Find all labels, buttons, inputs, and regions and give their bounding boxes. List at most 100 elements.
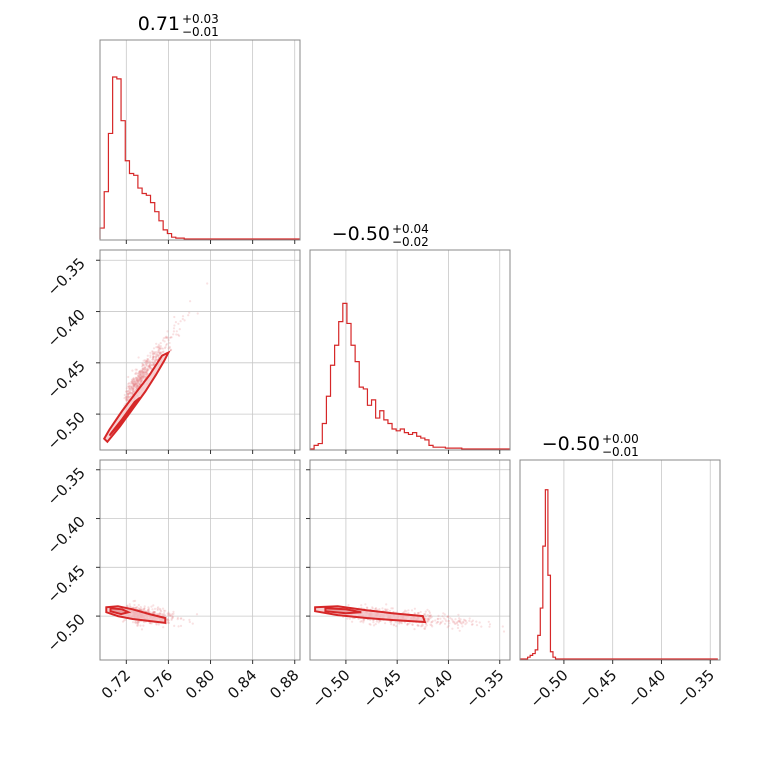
sample-point: [153, 352, 156, 356]
sample-point: [425, 617, 428, 621]
sample-point: [139, 377, 142, 380]
sample-point: [138, 374, 141, 377]
sample-point: [153, 607, 157, 611]
sample-point: [142, 374, 145, 377]
sample-point: [139, 377, 142, 381]
sample-point: [143, 368, 147, 371]
sample-point: [139, 605, 142, 609]
sample-point: [175, 330, 178, 333]
sample-point: [164, 336, 167, 339]
sample-point: [141, 371, 145, 374]
sample-point: [390, 621, 393, 624]
sample-point: [430, 621, 433, 624]
sample-point: [400, 622, 403, 625]
x-tick-label: −0.35: [673, 666, 718, 711]
sample-point: [462, 618, 466, 621]
sample-point: [134, 383, 137, 386]
sample-point: [125, 396, 128, 399]
sample-point: [427, 618, 430, 622]
sample-point: [150, 605, 153, 608]
sample-point: [426, 617, 430, 620]
sample-point: [132, 385, 135, 388]
sample-point: [470, 620, 473, 623]
sample-point: [125, 390, 128, 393]
panel-frame: [309, 459, 511, 661]
sample-point: [459, 620, 462, 623]
sample-point: [157, 606, 160, 609]
sample-point: [152, 347, 156, 350]
sample-point: [135, 622, 138, 625]
sample-point: [136, 380, 139, 384]
sample-point: [164, 346, 167, 349]
sample-point: [136, 378, 139, 381]
sample-point: [126, 390, 129, 393]
sample-point: [450, 618, 453, 621]
sample-point: [145, 371, 148, 374]
sample-point: [147, 607, 150, 610]
sample-point: [125, 397, 128, 400]
sample-point: [136, 385, 139, 388]
sample-point: [142, 376, 146, 379]
sample-point: [168, 346, 171, 349]
sample-point: [176, 618, 179, 621]
sample-point: [166, 618, 169, 621]
sample-point: [158, 351, 161, 354]
sample-point: [468, 619, 471, 623]
sample-point: [459, 618, 462, 621]
sample-point: [168, 614, 171, 617]
sample-point: [139, 377, 142, 380]
sample-point: [133, 384, 136, 387]
sample-point: [135, 371, 138, 374]
sample-point: [135, 368, 138, 371]
sample-point: [131, 387, 134, 390]
sample-point: [134, 606, 137, 609]
sample-point: [138, 382, 141, 386]
sample-point: [143, 371, 146, 374]
sample-point: [144, 372, 147, 376]
sample-point: [447, 615, 450, 618]
sample-point: [166, 330, 169, 333]
sample-point: [426, 608, 429, 611]
sample-point: [134, 383, 137, 386]
sample-point: [140, 377, 143, 380]
sample-point: [369, 623, 372, 626]
sample-point: [369, 618, 372, 622]
sample-point: [178, 328, 181, 331]
sample-point: [153, 351, 156, 354]
sample-point: [425, 624, 428, 627]
sample-point: [378, 608, 381, 611]
sample-point: [152, 352, 155, 355]
sample-point: [133, 390, 136, 393]
sample-point: [501, 625, 504, 628]
sample-point: [165, 335, 168, 338]
sample-point: [136, 382, 139, 385]
sample-point: [471, 623, 474, 626]
sample-point: [137, 622, 140, 626]
sample-point: [131, 380, 134, 383]
sample-point: [126, 399, 129, 402]
sample-point: [153, 611, 156, 614]
histogram-1: [99, 76, 300, 240]
sample-point: [431, 625, 434, 628]
sample-point: [169, 614, 172, 617]
sample-point: [131, 389, 134, 393]
sample-point: [155, 358, 159, 361]
sample-point: [424, 625, 427, 629]
sample-point: [132, 388, 135, 391]
sample-point: [397, 621, 401, 624]
sample-point: [137, 375, 140, 378]
sample-point: [416, 624, 419, 627]
sample-point: [142, 368, 145, 371]
sample-point: [145, 359, 148, 363]
sample-point: [424, 610, 427, 613]
sample-point: [157, 354, 160, 357]
sample-point: [147, 360, 150, 363]
sample-point: [163, 611, 166, 615]
sample-point: [152, 356, 155, 359]
sample-point: [139, 381, 142, 384]
sample-point: [152, 604, 155, 607]
sample-point: [158, 348, 161, 351]
sample-point: [149, 621, 152, 625]
sample-point: [127, 390, 130, 393]
pair-panel-1-3: [96, 459, 301, 664]
